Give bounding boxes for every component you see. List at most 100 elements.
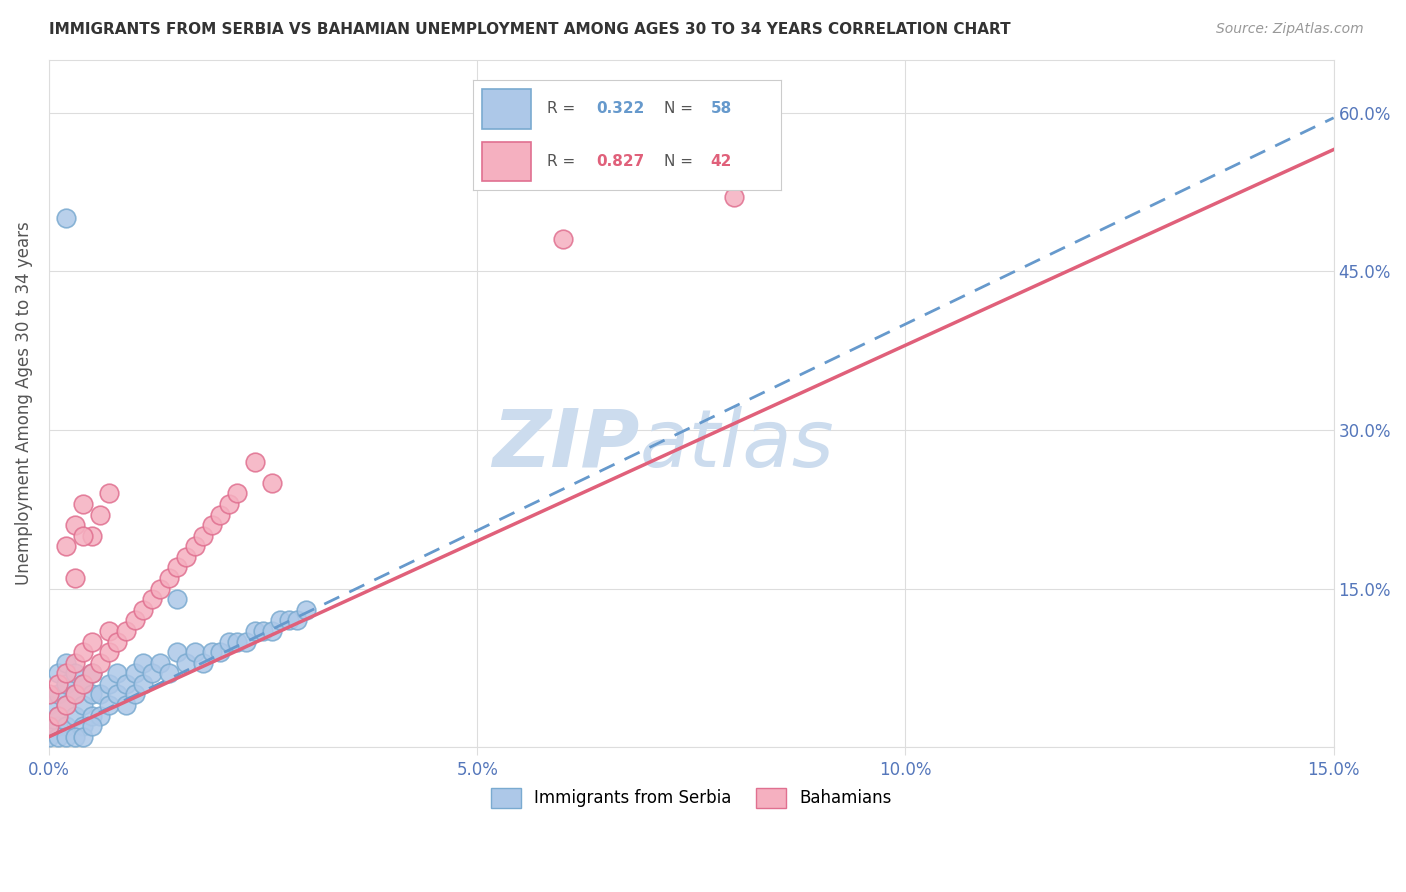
Point	[72, 497, 94, 511]
Point	[72, 719, 94, 733]
Point	[218, 634, 240, 648]
Point	[226, 634, 249, 648]
Point	[166, 592, 188, 607]
Point	[226, 486, 249, 500]
Point	[80, 529, 103, 543]
Point	[97, 645, 120, 659]
Point	[89, 508, 111, 522]
Point	[174, 549, 197, 564]
Point	[63, 666, 86, 681]
Y-axis label: Unemployment Among Ages 30 to 34 years: Unemployment Among Ages 30 to 34 years	[15, 221, 32, 585]
Point	[63, 688, 86, 702]
Point	[191, 529, 214, 543]
Point	[55, 698, 77, 712]
Point	[183, 539, 205, 553]
Point	[243, 624, 266, 638]
Point	[46, 708, 69, 723]
Point	[115, 698, 138, 712]
Point	[277, 613, 299, 627]
Point	[201, 645, 224, 659]
Point	[132, 677, 155, 691]
Point	[243, 455, 266, 469]
Point	[38, 719, 60, 733]
Point	[89, 656, 111, 670]
Point	[63, 708, 86, 723]
Point	[63, 688, 86, 702]
Point	[166, 645, 188, 659]
Point	[209, 645, 232, 659]
Point	[46, 730, 69, 744]
Point	[141, 592, 163, 607]
Point	[115, 677, 138, 691]
Point	[157, 571, 180, 585]
Point	[55, 656, 77, 670]
Point	[72, 529, 94, 543]
Point	[551, 232, 574, 246]
Point	[723, 190, 745, 204]
Point	[124, 613, 146, 627]
Point	[38, 688, 60, 702]
Point	[46, 677, 69, 691]
Point	[149, 656, 172, 670]
Point	[166, 560, 188, 574]
Point	[80, 666, 103, 681]
Point	[55, 539, 77, 553]
Point	[157, 666, 180, 681]
Point	[107, 634, 129, 648]
Point	[89, 688, 111, 702]
Point	[174, 656, 197, 670]
Point	[260, 624, 283, 638]
Point	[55, 666, 77, 681]
Point	[124, 688, 146, 702]
Point	[46, 688, 69, 702]
Point	[183, 645, 205, 659]
Point	[80, 634, 103, 648]
Point	[38, 698, 60, 712]
Point	[46, 666, 69, 681]
Point	[132, 603, 155, 617]
Point	[55, 698, 77, 712]
Point	[260, 475, 283, 490]
Point	[209, 508, 232, 522]
Point	[63, 518, 86, 533]
Point	[97, 698, 120, 712]
Point	[107, 666, 129, 681]
Point	[97, 677, 120, 691]
Point	[97, 486, 120, 500]
Point	[72, 645, 94, 659]
Point	[72, 730, 94, 744]
Point	[285, 613, 308, 627]
Point	[80, 719, 103, 733]
Legend: Immigrants from Serbia, Bahamians: Immigrants from Serbia, Bahamians	[484, 781, 898, 814]
Point	[80, 688, 103, 702]
Point	[269, 613, 291, 627]
Point	[97, 624, 120, 638]
Point	[235, 634, 257, 648]
Point	[107, 688, 129, 702]
Point	[295, 603, 318, 617]
Point	[46, 719, 69, 733]
Point	[132, 656, 155, 670]
Point	[38, 719, 60, 733]
Point	[191, 656, 214, 670]
Point	[89, 708, 111, 723]
Point	[80, 666, 103, 681]
Point	[63, 571, 86, 585]
Text: IMMIGRANTS FROM SERBIA VS BAHAMIAN UNEMPLOYMENT AMONG AGES 30 TO 34 YEARS CORREL: IMMIGRANTS FROM SERBIA VS BAHAMIAN UNEMP…	[49, 22, 1011, 37]
Point	[38, 730, 60, 744]
Point	[46, 708, 69, 723]
Point	[141, 666, 163, 681]
Point	[124, 666, 146, 681]
Text: atlas: atlas	[640, 406, 835, 483]
Point	[201, 518, 224, 533]
Point	[80, 708, 103, 723]
Point	[252, 624, 274, 638]
Point	[218, 497, 240, 511]
Text: ZIP: ZIP	[492, 406, 640, 483]
Point	[72, 677, 94, 691]
Point	[55, 719, 77, 733]
Point	[72, 698, 94, 712]
Point	[63, 730, 86, 744]
Point	[115, 624, 138, 638]
Point	[63, 656, 86, 670]
